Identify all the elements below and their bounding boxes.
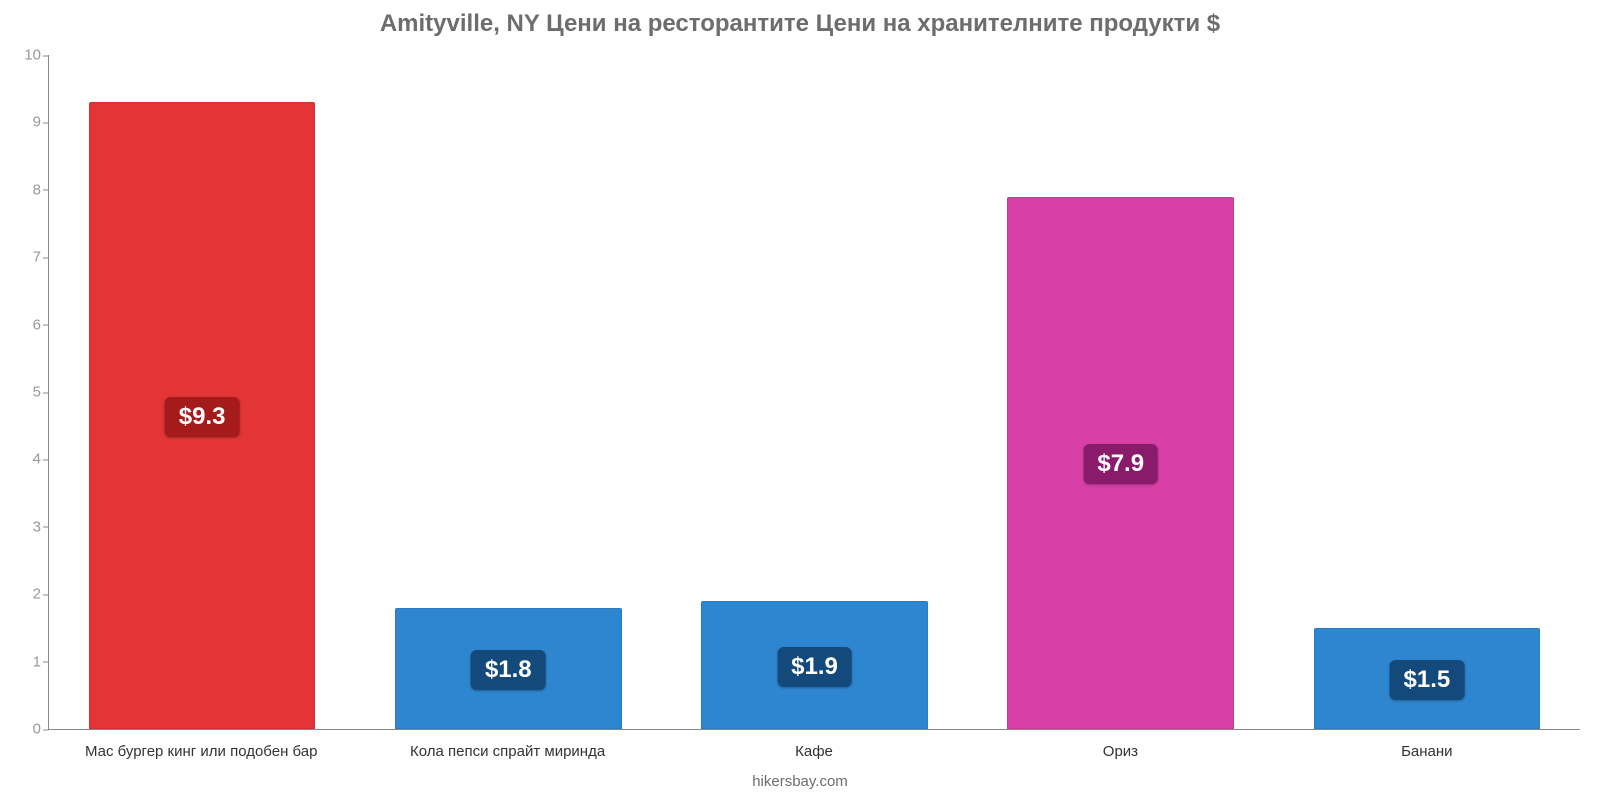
y-tick: 2 [9,586,41,603]
bar-slot: $7.9 [968,55,1274,729]
bar-slot: $1.5 [1274,55,1580,729]
y-tick: 8 [9,181,41,198]
x-axis-label: Мас бургер кинг или подобен бар [48,743,354,760]
bar: $1.5 [1314,628,1541,729]
y-tick: 1 [9,653,41,670]
y-tick: 4 [9,451,41,468]
x-axis-label: Кола пепси спрайт миринда [354,743,660,760]
x-axis-label: Ориз [967,743,1273,760]
bar-value-label: $1.9 [777,647,852,687]
x-axis-label: Банани [1274,743,1580,760]
bars-row: $9.3 $1.8 $1.9 $7.9 $1.5 [49,55,1580,729]
y-tick: 7 [9,249,41,266]
x-axis-labels: Мас бургер кинг или подобен барКола пепс… [48,743,1580,760]
attribution-text: hikersbay.com [0,773,1600,790]
y-tick: 0 [9,721,41,738]
bar-slot: $1.9 [661,55,967,729]
y-tick: 3 [9,518,41,535]
bar-value-label: $1.5 [1390,660,1465,700]
y-tick: 10 [9,47,41,64]
x-axis-label: Кафе [661,743,967,760]
bar: $1.9 [701,601,928,729]
plot-area: $9.3$1.8$1.9$7.9$1.5 012345678910 [48,55,1580,730]
bar-slot: $9.3 [49,55,355,729]
chart-container: Amityville, NY Цени на ресторантите Цени… [0,0,1600,800]
y-tick: 5 [9,384,41,401]
y-tick: 9 [9,114,41,131]
y-tick: 6 [9,316,41,333]
bar-slot: $1.8 [355,55,661,729]
bar: $7.9 [1007,197,1234,729]
bar: $1.8 [395,608,622,729]
bar-value-label: $7.9 [1083,444,1158,484]
bar-value-label: $9.3 [165,397,240,437]
bar: $9.3 [89,102,316,729]
chart-title: Amityville, NY Цени на ресторантите Цени… [0,10,1600,38]
bar-value-label: $1.8 [471,650,546,690]
